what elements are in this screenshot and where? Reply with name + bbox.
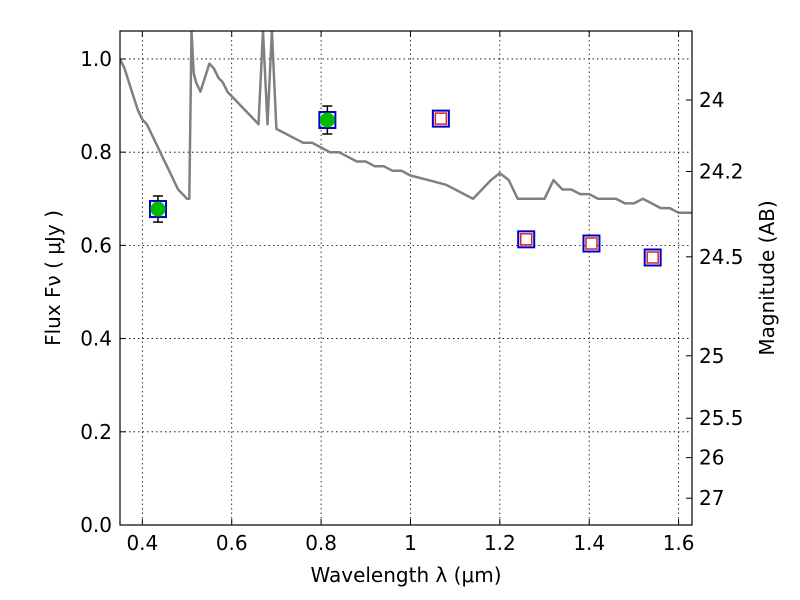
y-tick-label: 0.4 <box>80 327 112 351</box>
x-axis-label: Wavelength λ (μm) <box>310 563 501 587</box>
x-tick-label: 1.4 <box>573 531 605 555</box>
y-tick-label: 0.8 <box>80 140 112 164</box>
observed-point <box>150 201 166 217</box>
y2-tick-label: 25.5 <box>699 406 744 430</box>
y2-tick-label: 27 <box>699 486 724 510</box>
model-point-box <box>582 234 601 253</box>
y-tick-label: 0.0 <box>80 513 112 537</box>
x-tick-label: 1 <box>404 531 417 555</box>
x-tick-label: 1.6 <box>663 531 695 555</box>
data-points-group <box>148 105 662 267</box>
model-point <box>585 237 598 250</box>
sed-model-curve-group <box>120 31 692 215</box>
y2-tick-label: 24 <box>699 88 724 112</box>
model-point-box <box>431 109 450 128</box>
y-tick-label: 1.0 <box>80 47 112 71</box>
x-tick-label: 0.6 <box>216 531 248 555</box>
y-tick-label: 0.2 <box>80 420 112 444</box>
model-point-box <box>643 248 662 267</box>
ticks-group: 0.4 0.6 0.8 1 1.2 1.4 1.6 0.0 0.2 0.4 0.6 0.8 1.0 24 2… <box>80 31 744 555</box>
observed-point <box>319 112 335 128</box>
x-tick-label: 1.2 <box>484 531 516 555</box>
y-axis-label: Flux Fν ( μJy ) <box>41 210 65 346</box>
model-point <box>519 233 533 246</box>
model-point <box>434 112 448 125</box>
plot-frame <box>119 30 693 526</box>
model-point-box <box>517 230 536 249</box>
y2-axis-label: Magnitude (AB) <box>755 200 779 355</box>
y2-tick-label: 26 <box>699 446 724 470</box>
y2-tick-label: 25 <box>699 344 724 368</box>
x-tick-label: 0.8 <box>305 531 337 555</box>
y2-tick-label: 24.2 <box>699 159 744 183</box>
y-tick-label: 0.6 <box>80 233 112 257</box>
y2-tick-label: 24.5 <box>699 245 744 269</box>
sed-model-line <box>120 31 692 215</box>
model-point <box>646 251 659 264</box>
x-tick-label: 0.4 <box>126 531 158 555</box>
